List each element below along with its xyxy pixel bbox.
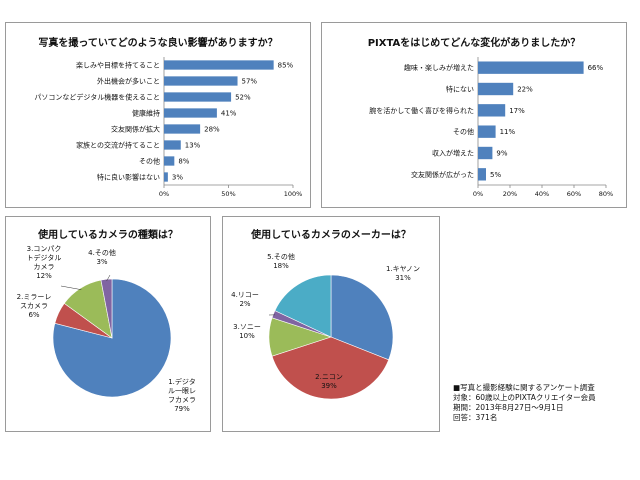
data-label: 3% (172, 174, 183, 182)
survey-note-target: 対象：60歳以上のPIXTAクリエイター会員 (453, 393, 596, 402)
x-tick-label: 20% (503, 190, 517, 198)
slice-percent-label: 31% (395, 274, 411, 282)
bar (478, 168, 486, 181)
category-label: 特にない (446, 85, 474, 94)
x-tick-label: 100% (284, 190, 303, 198)
slice-percent-label: 12% (36, 272, 52, 280)
bar (478, 125, 496, 138)
x-tick-label: 80% (599, 190, 613, 198)
x-tick-label: 50% (221, 190, 235, 198)
bar (164, 124, 201, 134)
bar (164, 156, 175, 166)
category-label: 特に良い影響はない (97, 173, 160, 182)
data-label: 28% (204, 126, 220, 134)
data-label: 13% (185, 142, 201, 150)
slice-label: 1.デジタ (168, 377, 196, 386)
slice-label: 2.ニコン (315, 373, 343, 381)
survey-note-responses: 回答：371名 (453, 413, 498, 422)
slice-percent-label: 10% (239, 332, 255, 340)
category-label: その他 (453, 127, 474, 136)
bar (164, 60, 274, 70)
chart-title: PIXTAをはじめてどんな変化がありましたか？ (367, 38, 581, 49)
leader-line (106, 274, 111, 282)
slice-label: 4.リコー (231, 291, 259, 299)
chart-panel-good-effects: 写真を撮っていてどのような良い影響がありますか？ 楽しみや目標を持てること 85%… (5, 22, 311, 208)
slice-label: カメラ (34, 263, 55, 271)
slice-label: 1.キヤノン (386, 265, 420, 273)
data-label: 57% (242, 78, 258, 86)
x-tick-label: 0% (159, 190, 169, 198)
data-label: 9% (496, 150, 507, 158)
slice-label: 3.ソニー (233, 323, 261, 331)
bar (478, 104, 506, 117)
survey-note: ■写真と撮影経験に関するアンケート調査 対象：60歳以上のPIXTAクリエイター… (453, 383, 596, 423)
slice-percent-label: 39% (321, 382, 337, 390)
slice-label: 2.ミラーレ (17, 293, 52, 301)
chart-panel-pixta-changes: PIXTAをはじめてどんな変化がありましたか？ 趣味・楽しみが増えた 66% 特にな… (321, 22, 627, 208)
category-label: 収入が増えた (432, 149, 474, 158)
data-label: 85% (278, 62, 294, 70)
data-label: 17% (509, 107, 525, 115)
category-label: 家族との交流が持てること (76, 141, 160, 150)
bar (478, 82, 514, 96)
chart-panel-camera-makers: 使用しているカメラのメーカーは？ 1.キヤノン 31% 2.ニコン 39% 3.ソニー 1… (222, 216, 440, 432)
x-tick-label: 40% (535, 190, 549, 198)
chart-title: 使用しているカメラのメーカーは？ (251, 230, 411, 241)
category-label: 趣味・楽しみが増えた (404, 63, 474, 72)
survey-note-title: ■写真と撮影経験に関するアンケート調査 (453, 383, 595, 392)
category-label: 健康維持 (132, 109, 160, 118)
bar (478, 61, 584, 74)
bar (478, 146, 493, 160)
category-label: 腕を活かして働く喜びを得られた (369, 106, 474, 115)
slice-label: スカメラ (20, 302, 48, 310)
category-label: 楽しみや目標を持てること (76, 61, 160, 70)
slice-label: 5.その他 (267, 252, 295, 261)
data-label: 11% (500, 128, 516, 136)
data-label: 5% (490, 171, 501, 179)
category-label: パソコンなどデジタル機器を使えること (34, 93, 160, 102)
slice-label: フカメラ (168, 396, 196, 404)
leader-line (60, 285, 82, 290)
survey-note-period: 期間：2013年8月27日～9月1日 (453, 403, 564, 412)
bar-chart-pixta-changes: 趣味・楽しみが増えた 66% 特にない 22% 腕を活かして働く喜びを得られた 17% その… (369, 57, 613, 198)
slice-label: トデジタル (27, 253, 62, 262)
category-label: 交友関係が拡大 (111, 125, 160, 134)
chart-title: 使用しているカメラの種類は？ (38, 230, 178, 241)
category-label: 交友関係が広がった (411, 170, 474, 179)
x-tick-label: 0% (473, 190, 483, 198)
bar (164, 76, 238, 86)
slice-label: 3.コンパク (27, 245, 62, 253)
bar (164, 140, 181, 150)
pie-slice (271, 336, 390, 400)
slice-percent-label: 2% (239, 300, 250, 308)
data-label: 41% (221, 110, 237, 118)
slice-label: 4.その他 (88, 248, 116, 257)
pie-slice (100, 278, 113, 339)
data-label: 66% (588, 64, 604, 72)
slice-percent-label: 3% (96, 258, 107, 266)
pie-slice (330, 274, 394, 361)
data-label: 8% (178, 158, 189, 166)
slice-percent-label: 79% (174, 405, 190, 413)
bar (164, 92, 232, 102)
chart-title: 写真を撮っていてどのような良い影響がありますか？ (38, 38, 278, 49)
chart-panel-camera-types: 使用しているカメラの種類は？ 1.デジタ ル一眼レ フカメラ 79% 2.ミラーレ スカメ… (5, 216, 211, 432)
pie-slice (274, 274, 332, 338)
bar (164, 108, 217, 118)
data-label: 22% (517, 86, 533, 94)
bar (164, 172, 168, 182)
x-tick-label: 60% (567, 190, 581, 198)
slice-label: ル一眼レ (168, 387, 196, 395)
category-label: その他 (139, 157, 160, 166)
slice-percent-label: 6% (28, 311, 39, 319)
slice-percent-label: 18% (273, 262, 289, 270)
data-label: 52% (235, 94, 251, 102)
category-label: 外出機会が多いこと (97, 77, 160, 86)
bar-chart-good-effects: 楽しみや目標を持てること 85% 外出機会が多いこと 57% パソコンなどデジタル機器を… (34, 57, 303, 198)
